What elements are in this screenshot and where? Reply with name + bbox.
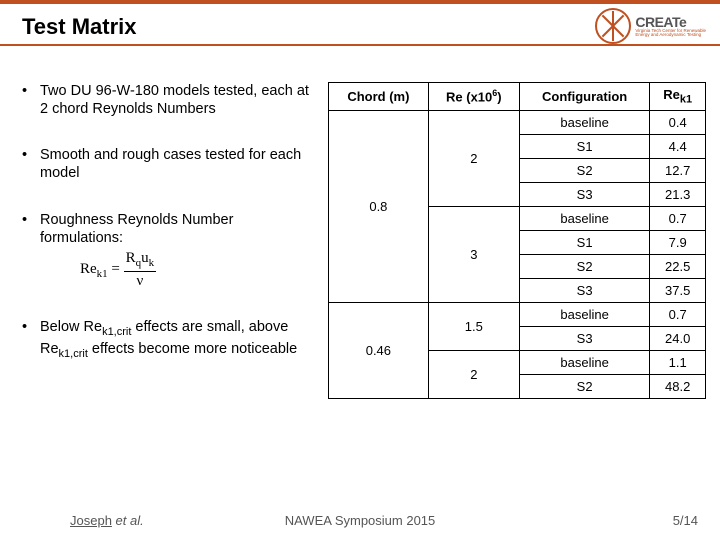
logo-text: CREATe Virginia Tech Center for Renewabl… bbox=[635, 15, 706, 38]
re-cell: 3 bbox=[428, 206, 519, 302]
windmill-icon bbox=[595, 8, 631, 44]
col-rek: Rek1 bbox=[650, 83, 706, 111]
rek-cell: 48.2 bbox=[650, 374, 706, 398]
config-cell: baseline bbox=[519, 350, 649, 374]
config-cell: S1 bbox=[519, 134, 649, 158]
rek-cell: 12.7 bbox=[650, 158, 706, 182]
config-cell: S2 bbox=[519, 254, 649, 278]
bullet-4-sub2: k1,crit bbox=[59, 348, 88, 360]
footer-page: 5/14 bbox=[673, 513, 698, 528]
content-area: Two DU 96-W-180 models tested, each at 2… bbox=[22, 82, 706, 399]
rek-cell: 0.7 bbox=[650, 302, 706, 326]
bullet-4-sub1: k1,crit bbox=[102, 326, 131, 338]
bullet-2: Smooth and rough cases tested for each m… bbox=[22, 146, 312, 182]
col-chord: Chord (m) bbox=[329, 83, 429, 111]
config-cell: baseline bbox=[519, 302, 649, 326]
rek-cell: 21.3 bbox=[650, 182, 706, 206]
bullet-3-text: Roughness Reynolds Number formulations: bbox=[40, 212, 233, 246]
rek-cell: 37.5 bbox=[650, 278, 706, 302]
config-cell: baseline bbox=[519, 110, 649, 134]
rek-cell: 22.5 bbox=[650, 254, 706, 278]
rek-cell: 0.7 bbox=[650, 206, 706, 230]
rek-cell: 0.4 bbox=[650, 110, 706, 134]
table-row: 0.46 1.5 baseline0.7 bbox=[329, 302, 706, 326]
config-cell: S3 bbox=[519, 278, 649, 302]
test-matrix-table-wrap: Chord (m) Re (x106) Configuration Rek1 0… bbox=[328, 82, 706, 399]
formula: Rek1 = Rqukν bbox=[80, 249, 312, 291]
logo-brand: CREATe bbox=[635, 15, 706, 29]
formula-den: ν bbox=[124, 272, 157, 291]
formula-lhs: Re bbox=[80, 261, 97, 277]
slide-title: Test Matrix bbox=[22, 14, 137, 40]
formula-num-d: k bbox=[149, 257, 155, 269]
config-cell: S2 bbox=[519, 158, 649, 182]
config-cell: S3 bbox=[519, 326, 649, 350]
formula-eq: = bbox=[108, 261, 124, 277]
re-cell: 2 bbox=[428, 110, 519, 206]
bullet-4: Below Rek1,crit effects are small, above… bbox=[22, 318, 312, 361]
col-re-a: Re (x10 bbox=[446, 89, 492, 104]
col-config: Configuration bbox=[519, 83, 649, 111]
col-re-b: ) bbox=[497, 89, 501, 104]
bullet-1: Two DU 96-W-180 models tested, each at 2… bbox=[22, 82, 312, 118]
config-cell: S2 bbox=[519, 374, 649, 398]
col-re: Re (x106) bbox=[428, 83, 519, 111]
rek-cell: 7.9 bbox=[650, 230, 706, 254]
col-rek-a: Re bbox=[663, 87, 680, 102]
formula-num-c: u bbox=[141, 250, 149, 266]
formula-num-a: R bbox=[126, 250, 136, 266]
chord-cell: 0.46 bbox=[329, 302, 429, 398]
header-accent bbox=[0, 0, 720, 4]
bullet-4-a: Below Re bbox=[40, 319, 102, 335]
config-cell: S1 bbox=[519, 230, 649, 254]
header-divider bbox=[0, 44, 720, 46]
bullet-3: Roughness Reynolds Number formulations: … bbox=[22, 211, 312, 291]
table-row: 0.8 2 baseline 0.4 bbox=[329, 110, 706, 134]
re-cell: 1.5 bbox=[428, 302, 519, 350]
rek-cell: 1.1 bbox=[650, 350, 706, 374]
footer-center: NAWEA Symposium 2015 bbox=[0, 513, 720, 528]
config-cell: baseline bbox=[519, 206, 649, 230]
config-cell: S3 bbox=[519, 182, 649, 206]
test-matrix-table: Chord (m) Re (x106) Configuration Rek1 0… bbox=[328, 82, 706, 399]
formula-lhs-sub: k1 bbox=[97, 268, 108, 280]
logo: CREATe Virginia Tech Center for Renewabl… bbox=[595, 8, 706, 44]
bullet-list: Two DU 96-W-180 models tested, each at 2… bbox=[22, 82, 312, 399]
chord-cell: 0.8 bbox=[329, 110, 429, 302]
bullet-4-c: effects become more noticeable bbox=[88, 341, 297, 357]
table-header-row: Chord (m) Re (x106) Configuration Rek1 bbox=[329, 83, 706, 111]
rek-cell: 24.0 bbox=[650, 326, 706, 350]
re-cell: 2 bbox=[428, 350, 519, 398]
col-rek-sub: k1 bbox=[680, 94, 692, 106]
logo-tagline-2: Energy and Aerodynamic Testing bbox=[635, 33, 706, 38]
rek-cell: 4.4 bbox=[650, 134, 706, 158]
